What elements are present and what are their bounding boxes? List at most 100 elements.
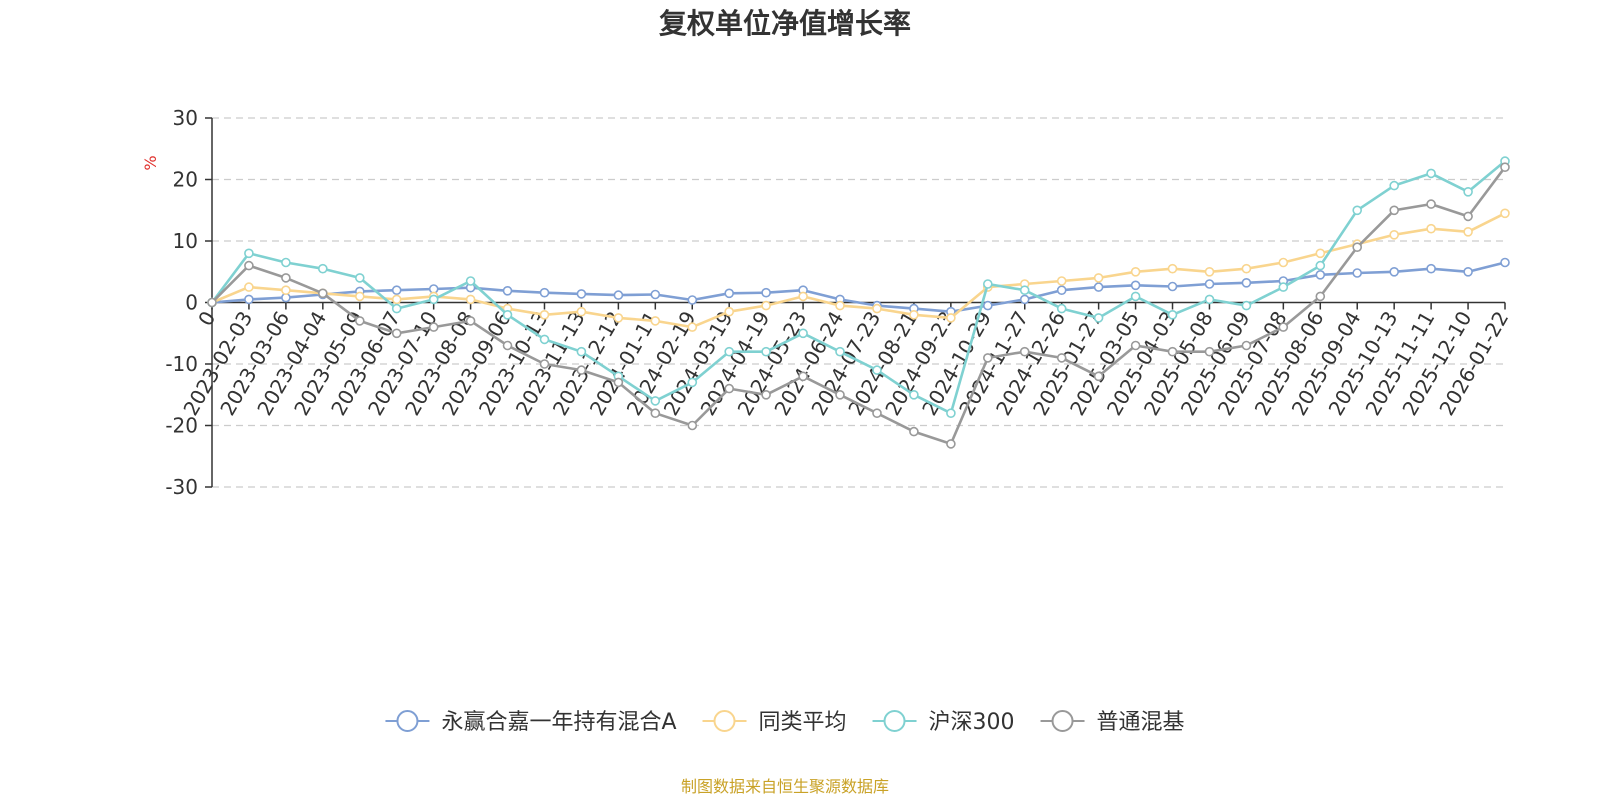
series-point xyxy=(539,309,550,320)
series-point xyxy=(1463,227,1473,237)
series-point xyxy=(502,340,513,351)
series-point xyxy=(946,408,956,419)
series-point xyxy=(909,426,919,437)
series-point xyxy=(872,365,882,375)
series-point xyxy=(687,420,698,431)
series-point xyxy=(909,309,919,320)
series-point xyxy=(761,389,771,400)
series-point xyxy=(1463,266,1473,277)
legend-label: 同类平均 xyxy=(759,710,847,735)
series-point xyxy=(1056,303,1067,314)
series-point xyxy=(761,300,771,311)
series-point xyxy=(650,289,661,300)
series-point xyxy=(1204,294,1215,305)
series-point xyxy=(1093,282,1104,292)
series-point xyxy=(1019,294,1030,305)
series-point xyxy=(1389,230,1399,240)
series-point xyxy=(1093,371,1104,382)
series-point xyxy=(281,257,291,268)
series-point xyxy=(391,294,402,305)
series-point xyxy=(576,346,587,357)
y-tick-label: -20 xyxy=(165,414,198,438)
series-point xyxy=(1500,162,1510,172)
y-axis-unit-label: % xyxy=(141,155,160,170)
y-tick-label: -10 xyxy=(165,352,198,376)
legend[interactable]: 永赢合嘉一年持有混合A 同类平均 沪深300 普通混基 xyxy=(385,710,1185,735)
series-point xyxy=(1019,346,1030,357)
series-point xyxy=(391,285,402,296)
series-point xyxy=(650,396,661,406)
series-point xyxy=(1093,273,1104,283)
legend-item[interactable]: 普通混基 xyxy=(1040,710,1185,735)
legend-circle-icon xyxy=(713,710,736,732)
series-point xyxy=(391,328,402,339)
series-point xyxy=(1167,263,1178,274)
series-point xyxy=(613,290,624,300)
legend-item[interactable]: 永赢合嘉一年持有混合A xyxy=(385,710,677,735)
series-point xyxy=(982,300,993,311)
series-point xyxy=(798,328,808,339)
legend-circle-icon xyxy=(396,710,419,732)
legend-item[interactable]: 同类平均 xyxy=(702,710,847,735)
series-point xyxy=(576,289,587,299)
series-point xyxy=(576,365,587,375)
series-point xyxy=(317,288,328,299)
series-point xyxy=(1019,285,1030,296)
series-point xyxy=(317,263,328,274)
series-point xyxy=(835,389,845,400)
series-point xyxy=(1352,205,1362,216)
series-point xyxy=(354,273,365,283)
series-point xyxy=(687,377,698,388)
series-point xyxy=(1500,208,1510,219)
legend-label: 永赢合嘉一年持有混合A xyxy=(441,710,676,735)
series-point xyxy=(244,282,254,292)
series-point xyxy=(207,297,217,308)
series-point xyxy=(761,346,771,357)
y-tick-label: 20 xyxy=(173,168,198,192)
series-point xyxy=(244,294,254,305)
series-point xyxy=(1056,285,1067,296)
series-point xyxy=(1315,248,1326,259)
series-point xyxy=(613,377,624,388)
y-tick-label: 30 xyxy=(173,106,198,130)
series-point xyxy=(1389,266,1399,277)
series-group xyxy=(207,162,1510,449)
series-point xyxy=(1241,277,1252,288)
series-point xyxy=(835,346,845,357)
series-point xyxy=(982,353,993,363)
y-tick-label: 0 xyxy=(185,291,198,315)
series-point xyxy=(1130,280,1141,291)
series-point xyxy=(1315,260,1326,271)
series-point xyxy=(1500,257,1510,268)
series-point xyxy=(1241,340,1252,351)
series-point xyxy=(428,322,439,332)
series-point xyxy=(1315,269,1326,280)
series-point xyxy=(761,287,771,298)
series-point xyxy=(724,306,735,317)
series-point xyxy=(465,294,476,305)
series-point xyxy=(1130,291,1141,302)
series-group xyxy=(207,156,1510,419)
series-point xyxy=(613,313,624,323)
series-point xyxy=(1241,263,1252,274)
series-point xyxy=(539,287,550,298)
series-point xyxy=(1389,180,1399,191)
chart-title: 复权单位净值增长率 xyxy=(659,7,911,40)
series-lines xyxy=(207,156,1510,449)
series-point xyxy=(650,408,661,419)
legend-item[interactable]: 沪深300 xyxy=(872,710,1015,735)
series-point xyxy=(1426,199,1436,209)
y-tick-label: -30 xyxy=(165,475,198,499)
series-point xyxy=(1056,353,1067,363)
series-point xyxy=(1426,263,1436,274)
series-point xyxy=(1167,281,1178,292)
series-point xyxy=(354,291,365,302)
series-point xyxy=(872,303,882,314)
series-point xyxy=(1167,309,1178,320)
series-point xyxy=(502,309,513,320)
series-point xyxy=(281,273,291,283)
series-point xyxy=(1426,168,1436,179)
series-point xyxy=(428,294,439,305)
series-point xyxy=(1056,276,1067,286)
series-point xyxy=(539,334,550,345)
